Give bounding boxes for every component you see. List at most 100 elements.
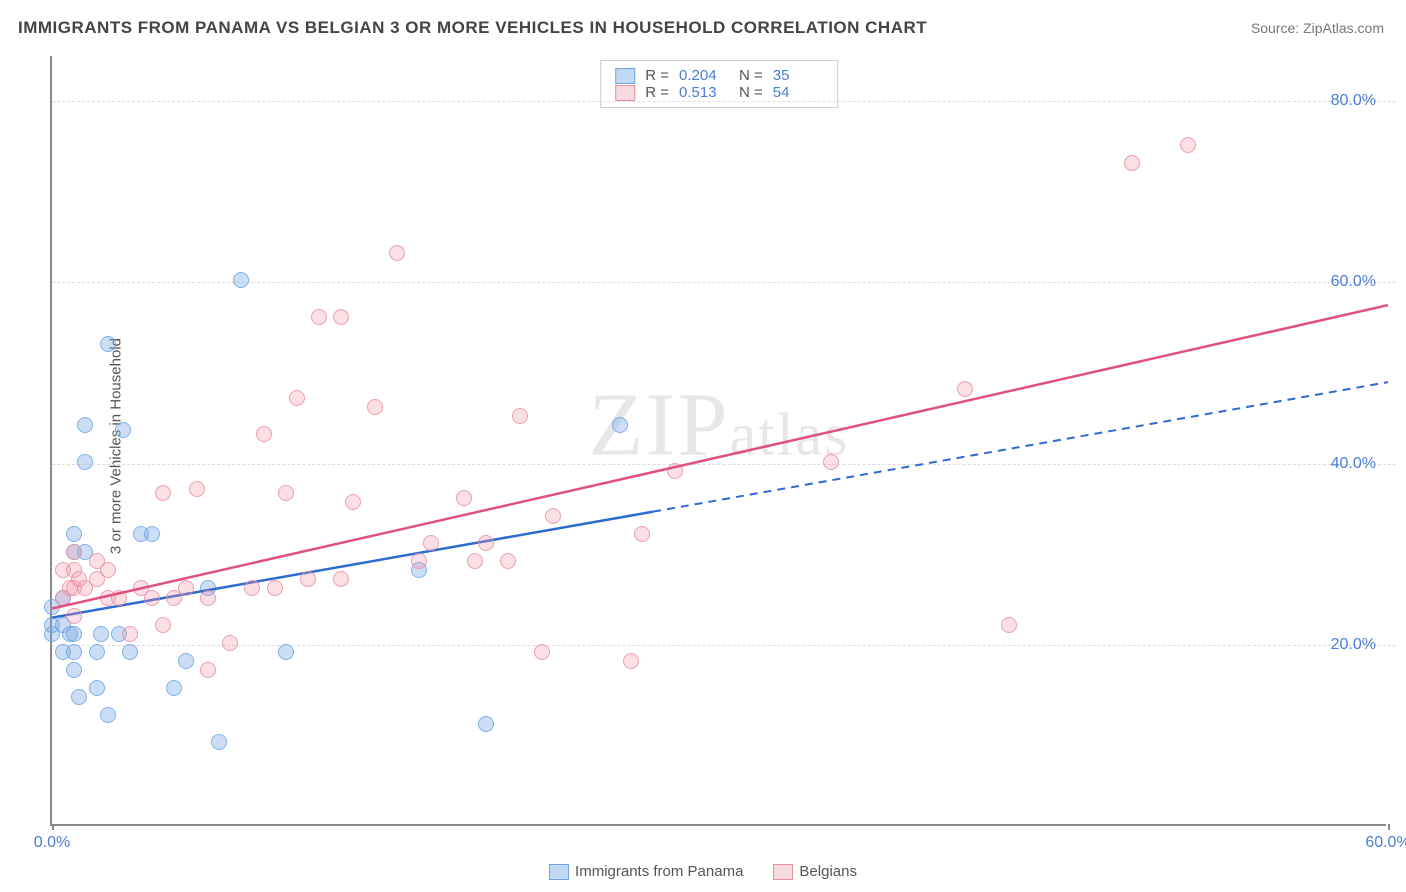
data-point: [122, 626, 138, 642]
data-point: [155, 485, 171, 501]
data-point: [300, 571, 316, 587]
legend-r-value: 0.513: [679, 84, 729, 101]
legend-row: R = 0.204 N = 35: [615, 67, 823, 84]
data-point: [667, 463, 683, 479]
data-point: [66, 626, 82, 642]
chart-title: IMMIGRANTS FROM PANAMA VS BELGIAN 3 OR M…: [18, 18, 927, 38]
data-point: [100, 336, 116, 352]
data-point: [166, 680, 182, 696]
gridline: [52, 282, 1396, 283]
data-point: [71, 689, 87, 705]
data-point: [411, 553, 427, 569]
x-tick-mark: [1388, 824, 1390, 830]
data-point: [957, 381, 973, 397]
data-point: [423, 535, 439, 551]
data-point: [267, 580, 283, 596]
series-legend: Immigrants from Panama Belgians: [549, 863, 857, 880]
data-point: [333, 571, 349, 587]
data-point: [623, 653, 639, 669]
legend-n-label: N =: [739, 84, 763, 101]
data-point: [233, 272, 249, 288]
data-point: [500, 553, 516, 569]
legend-item: Immigrants from Panama: [549, 863, 743, 880]
watermark-zip: ZIP: [589, 375, 730, 474]
data-point: [211, 734, 227, 750]
trend-line: [52, 56, 1388, 826]
data-point: [66, 644, 82, 660]
data-point: [456, 490, 472, 506]
legend-r-value: 0.204: [679, 67, 729, 84]
data-point: [545, 508, 561, 524]
legend-swatch: [773, 864, 793, 880]
data-point: [178, 653, 194, 669]
data-point: [115, 422, 131, 438]
y-tick-label: 20.0%: [1331, 636, 1376, 654]
data-point: [178, 580, 194, 596]
gridline: [52, 464, 1396, 465]
data-point: [467, 553, 483, 569]
legend-swatch: [615, 85, 635, 101]
data-point: [111, 590, 127, 606]
source-attribution: Source: ZipAtlas.com: [1251, 20, 1384, 36]
data-point: [200, 590, 216, 606]
data-point: [278, 485, 294, 501]
data-point: [1180, 137, 1196, 153]
data-point: [512, 408, 528, 424]
y-tick-label: 40.0%: [1331, 455, 1376, 473]
data-point: [311, 309, 327, 325]
data-point: [144, 526, 160, 542]
data-point: [1124, 155, 1140, 171]
legend-row: R = 0.513 N = 54: [615, 84, 823, 101]
data-point: [144, 590, 160, 606]
data-point: [333, 309, 349, 325]
x-tick-label: 60.0%: [1365, 834, 1406, 852]
data-point: [534, 644, 550, 660]
gridline: [52, 645, 1396, 646]
legend-n-value: 54: [773, 84, 823, 101]
data-point: [77, 417, 93, 433]
source-label: Source:: [1251, 20, 1303, 36]
data-point: [77, 454, 93, 470]
data-point: [200, 662, 216, 678]
legend-label: Belgians: [799, 863, 857, 880]
legend-r-label: R =: [645, 67, 669, 84]
data-point: [122, 644, 138, 660]
legend-r-label: R =: [645, 84, 669, 101]
data-point: [222, 635, 238, 651]
data-point: [278, 644, 294, 660]
data-point: [66, 544, 82, 560]
data-point: [66, 662, 82, 678]
data-point: [478, 716, 494, 732]
legend-swatch: [549, 864, 569, 880]
data-point: [367, 399, 383, 415]
gridline: [52, 101, 1396, 102]
data-point: [89, 644, 105, 660]
data-point: [189, 481, 205, 497]
scatter-plot: ZIPatlas R =0.204N =35R =0.513N =54 20.0…: [50, 56, 1386, 826]
data-point: [244, 580, 260, 596]
data-point: [823, 454, 839, 470]
x-tick-mark: [52, 824, 54, 830]
legend-n-value: 35: [773, 67, 823, 84]
x-tick-label: 0.0%: [34, 834, 70, 852]
data-point: [100, 707, 116, 723]
y-tick-label: 80.0%: [1331, 92, 1376, 110]
data-point: [66, 526, 82, 542]
legend-n-label: N =: [739, 67, 763, 84]
source-link[interactable]: ZipAtlas.com: [1303, 20, 1384, 36]
data-point: [89, 680, 105, 696]
legend-label: Immigrants from Panama: [575, 863, 743, 880]
trend-line: [52, 56, 1388, 826]
legend-item: Belgians: [773, 863, 857, 880]
legend-swatch: [615, 68, 635, 84]
data-point: [155, 617, 171, 633]
data-point: [1001, 617, 1017, 633]
y-tick-label: 60.0%: [1331, 273, 1376, 291]
data-point: [256, 426, 272, 442]
data-point: [634, 526, 650, 542]
data-point: [389, 245, 405, 261]
data-point: [289, 390, 305, 406]
data-point: [93, 626, 109, 642]
data-point: [478, 535, 494, 551]
data-point: [100, 562, 116, 578]
